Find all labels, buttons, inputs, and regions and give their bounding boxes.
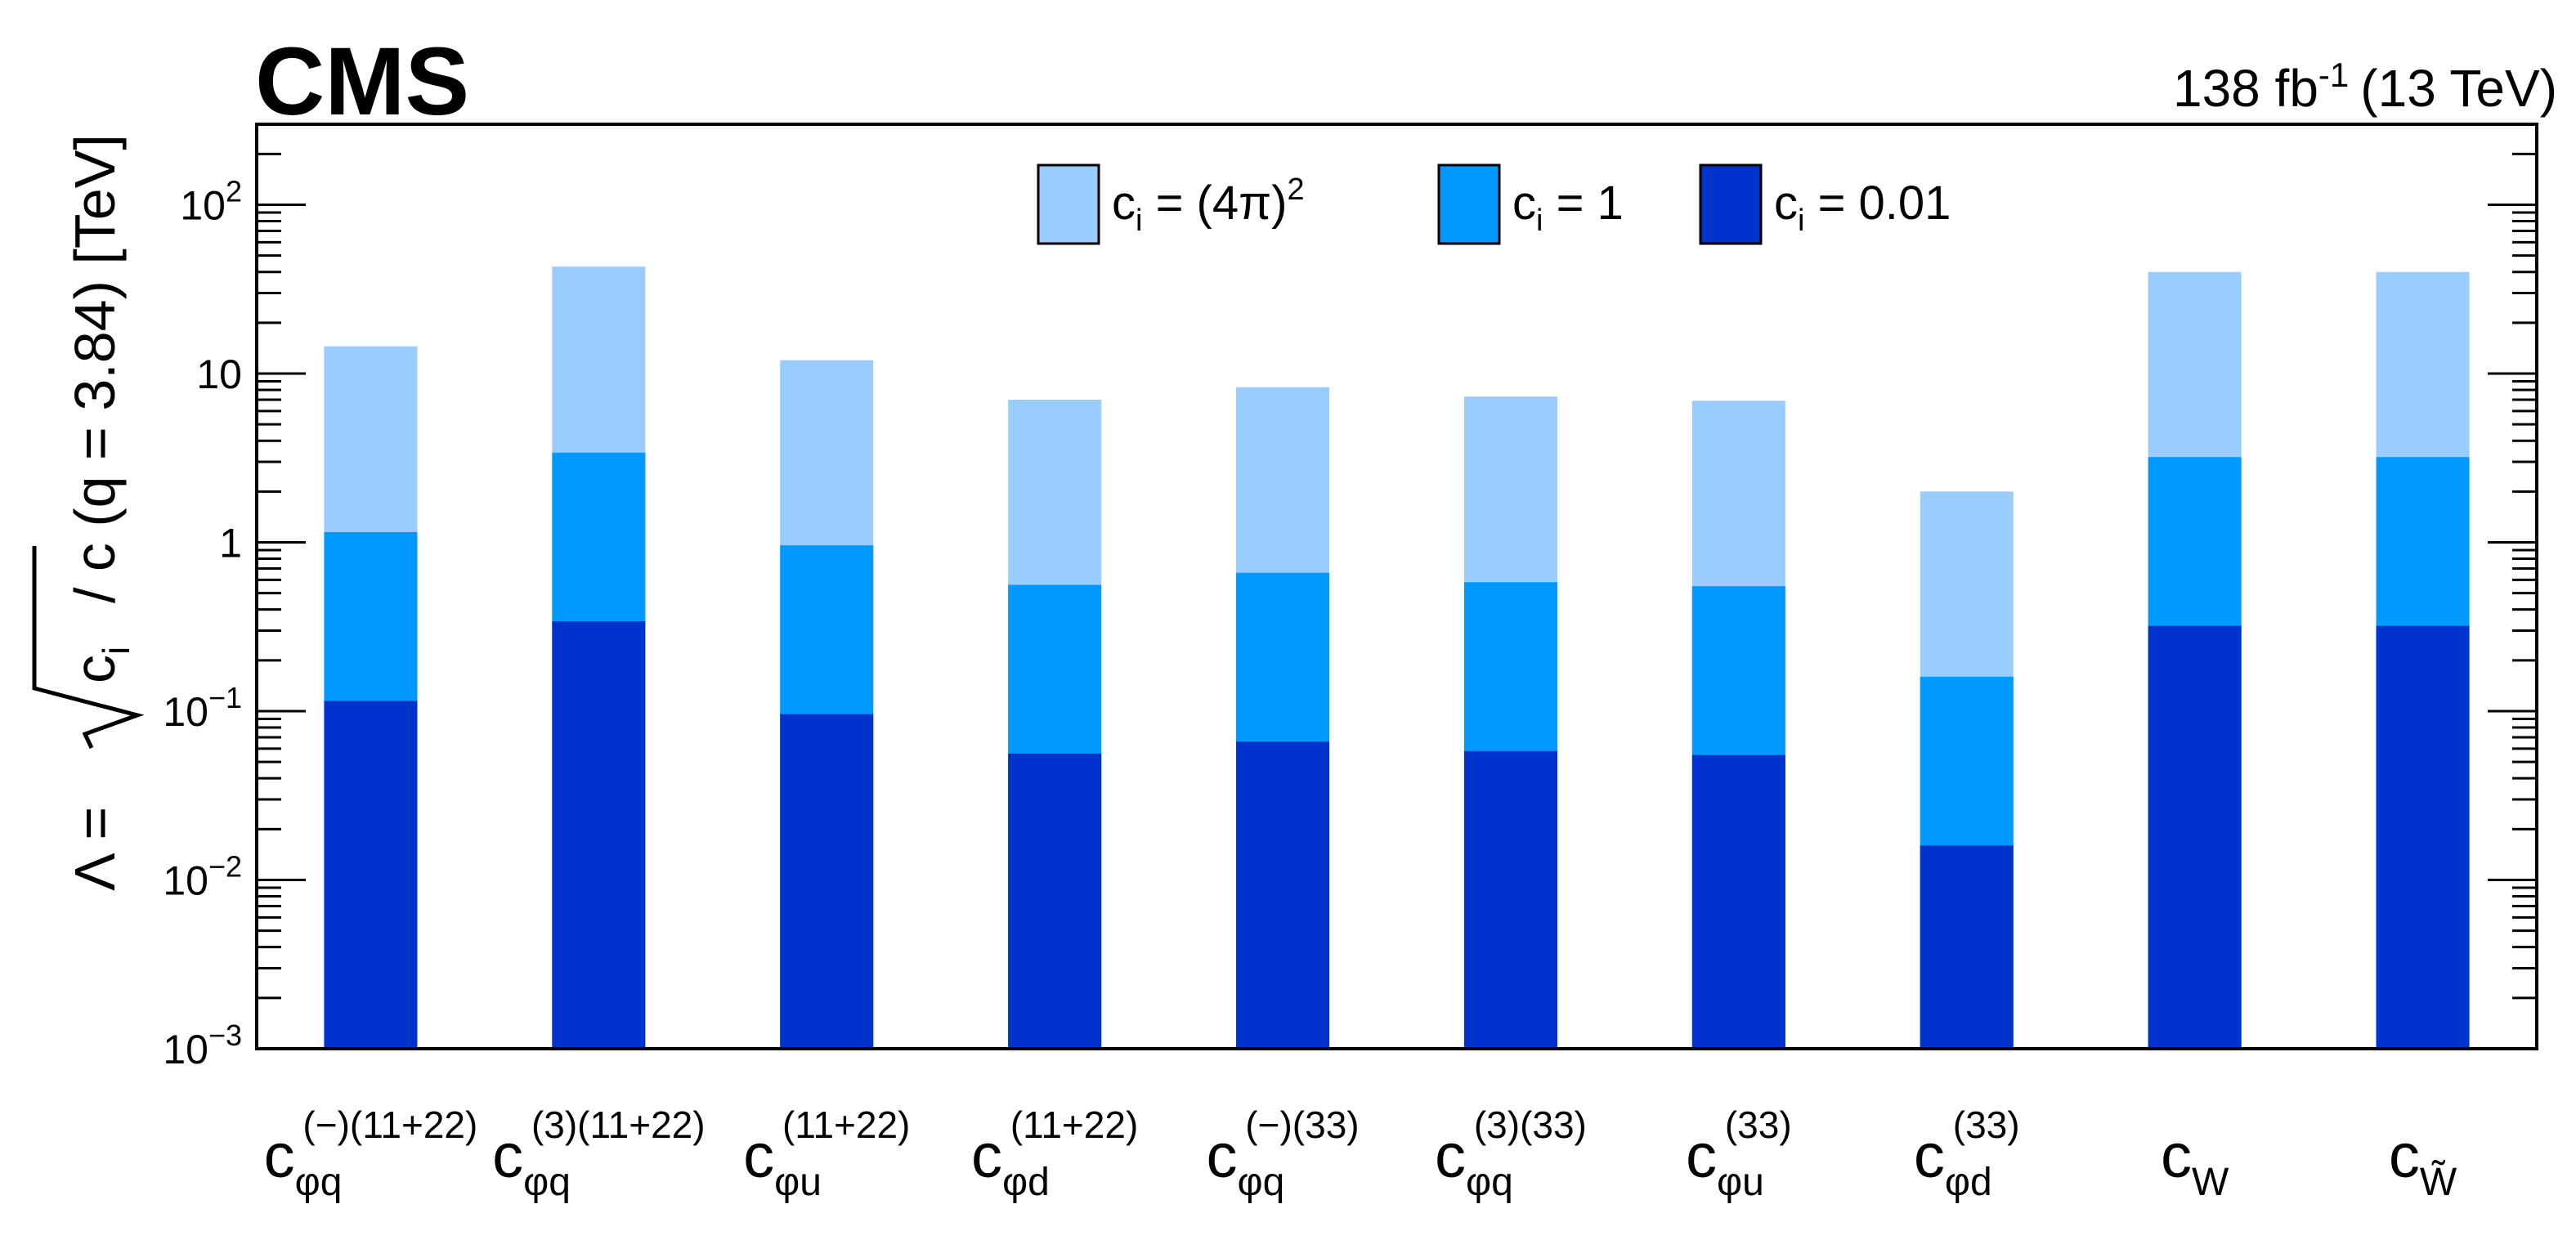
y-axis-title-ci-sub: i [95, 647, 137, 655]
sqrt-sign-icon [32, 546, 145, 750]
legend-swatch-3 [1699, 163, 1763, 245]
bar-2-series-3 [552, 621, 646, 1049]
bar-8-series-3 [1920, 845, 2014, 1049]
y-axis-title-ci: ci [63, 647, 137, 683]
bar-9-series-3 [2148, 625, 2242, 1049]
bar-4-series-3 [1008, 754, 1102, 1049]
y-tick-label-3: 10−1 [163, 681, 242, 735]
bar-7-series-3 [1691, 754, 1785, 1049]
y-tick-label-5: 10 [196, 351, 242, 397]
legend-label-1: ci = (4π)2 [1112, 172, 1305, 238]
y-axis-title: Λ = ci / c (q = 3.84) [TeV] [32, 134, 145, 891]
plot-frame [255, 123, 2538, 1050]
lumi-exponent: -1 [2318, 56, 2349, 94]
bar-1-series-3 [324, 701, 418, 1049]
category-label-1: cφq(−)(11+22) [264, 1103, 478, 1204]
y-tick-label-4: 1 [219, 521, 242, 566]
lumi-value: 138 [2173, 59, 2260, 118]
category-label-5: cφq(−)(33) [1206, 1103, 1359, 1204]
lumi-label: 138 fb-1 (13 TeV) [2173, 56, 2557, 118]
y-tick-label-2: 10−2 [163, 850, 242, 904]
category-label-6: cφq(3)(33) [1435, 1103, 1587, 1204]
y-axis-title-rest: / c (q = 3.84) [TeV] [63, 134, 127, 603]
y-tick-label-6: 102 [180, 175, 242, 229]
category-label-4: cφd(11+22) [971, 1103, 1138, 1204]
bar-5-series-3 [1236, 741, 1330, 1049]
legend-swatch-2 [1437, 163, 1501, 245]
category-label-8: cφd(33) [1914, 1103, 2020, 1204]
bar-6-series-3 [1463, 750, 1557, 1049]
category-label-9: cW [2161, 1121, 2229, 1204]
category-label-7: cφu(33) [1686, 1103, 1792, 1204]
legend-swatch-1 [1037, 163, 1100, 245]
bar-3-series-3 [780, 714, 874, 1049]
category-label-3: cφu(11+22) [743, 1103, 910, 1204]
experiment-label: CMS [255, 28, 469, 136]
y-axis-title-lambda: Λ = [63, 807, 127, 891]
category-label-10: cW̃ [2389, 1121, 2457, 1204]
lumi-unit: fb [2275, 59, 2318, 118]
legend-label-3: ci = 0.01 [1774, 177, 1951, 238]
category-label-2: cφq(3)(11+22) [492, 1103, 705, 1204]
y-tick-label-1: 10−3 [163, 1018, 242, 1072]
bar-10-series-3 [2376, 625, 2470, 1049]
energy-label: (13 TeV) [2360, 59, 2557, 118]
plot-area: 10−3 10−2 10−1 1 10 102 cφq(−)(11+22) cφq(3)(11… [163, 123, 2538, 1204]
legend-label-2: ci = 1 [1512, 177, 1624, 238]
